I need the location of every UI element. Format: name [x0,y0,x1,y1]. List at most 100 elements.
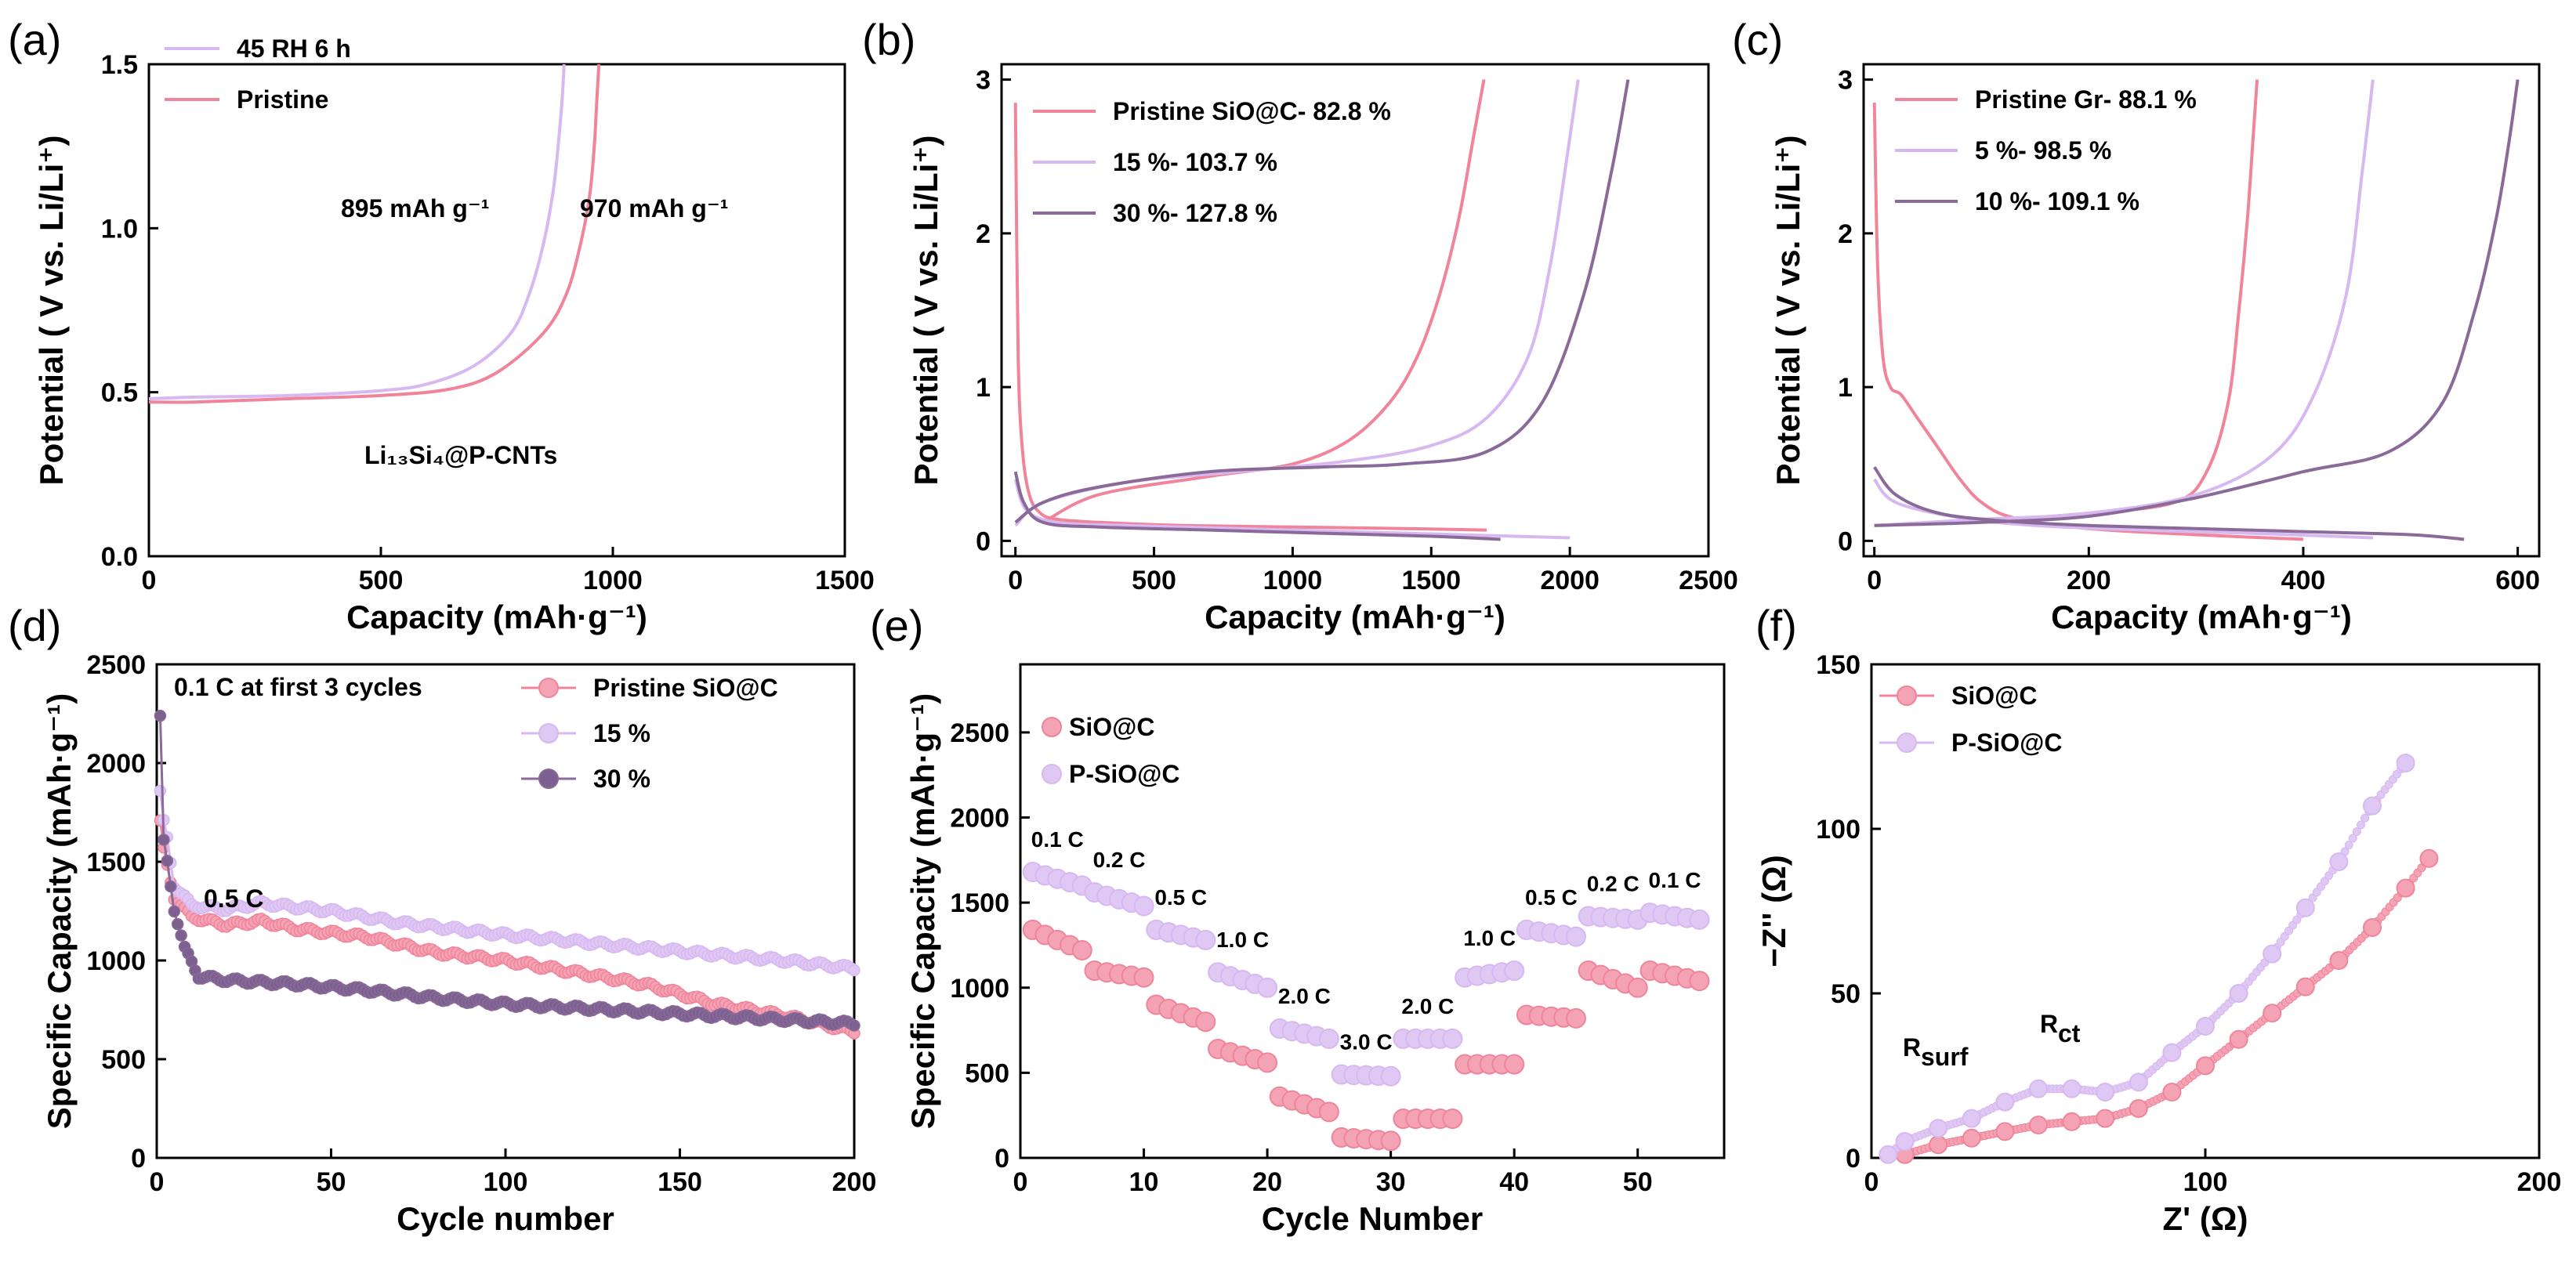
panel-label: (f) [1755,601,1797,650]
data-point [1627,977,1648,998]
x-tick-label: 1500 [1401,566,1461,595]
y-tick-label: 1500 [86,848,146,877]
annotation-text: 970 mAh g⁻¹ [580,194,728,222]
rate-label: 0.2 C [1093,848,1146,872]
data-point [1929,1135,1948,1155]
data-point [1962,1109,1981,1128]
data-point [2363,918,2382,937]
y-tick-label: 100 [1816,815,1860,845]
data-point [1995,1122,2015,1141]
plot-frame [147,63,846,558]
plot-frame [1862,63,2541,558]
data-point [848,964,860,977]
rate-label: 2.0 C [1401,994,1454,1018]
legend-label: Pristine [237,85,328,114]
panel-label: (e) [870,601,923,650]
y-tick-label: 1000 [950,974,1009,1004]
data-point [2329,951,2349,970]
rate-label: 1.0 C [1216,928,1269,952]
x-tick-label: 150 [658,1167,702,1197]
x-tick-label: 2500 [1679,566,1738,595]
data-point [2329,852,2349,871]
x-tick-label: 0 [142,566,157,595]
data-point [1929,1119,1948,1138]
x-axis-title: Cycle number [397,1200,614,1237]
y-axis-title: Potential ( V vs. Li/Li⁺) [908,136,944,486]
annotation-text: R [1903,1033,1921,1062]
data-point [1133,895,1154,917]
rate-label: 0.5 C [1525,885,1578,910]
data-point [161,854,174,867]
rate-label: 2.0 C [1278,984,1331,1008]
data-point [2096,1083,2115,1101]
x-tick-label: 2000 [1540,566,1600,595]
y-tick-label: 1 [976,373,991,403]
data-point [2196,1056,2215,1076]
y-axis-title: Specific Capacity (mAh·g⁻¹) [904,693,941,1130]
panel-label: (c) [1732,15,1783,64]
rate-label: 1.0 C [1463,926,1516,950]
panel-label: (d) [8,601,61,650]
y-tick-label: 0 [131,1144,146,1174]
x-tick-label: 200 [832,1167,877,1197]
legend-marker [538,769,559,789]
data-point-small [2352,827,2361,836]
x-tick-label: 500 [1132,566,1176,595]
legend-label: Pristine SiO@C- 82.8 % [1113,97,1391,125]
chart-panel-b: 0 500 1000 1500 2000 2500 0 1 2 3 Capacity (mAh·g⁻… [908,63,1738,635]
data-point [2096,1109,2115,1128]
legend-label: 15 % [593,719,650,747]
data-point [1879,1145,1898,1164]
y-tick-label: 1.5 [101,50,138,80]
y-tick-label: 1 [1838,373,1853,403]
data-point [158,834,170,846]
data-point [2295,898,2315,917]
data-point [171,917,184,931]
rate-label: 0.2 C [1587,872,1639,896]
y-axis-title: Specific Capacity (mAh·g⁻¹) [41,693,78,1130]
data-point [2229,1029,2248,1049]
data-point [154,784,167,798]
series-line [1873,478,2373,540]
legend-marker [1897,685,1917,706]
y-axis-title: Potential ( V vs. Li/Li⁺) [1770,136,1806,486]
data-point [1962,1128,1981,1148]
data-point [2419,848,2439,868]
data-point [2396,754,2415,772]
data-point [1318,1101,1339,1123]
data-point [1442,1028,1463,1049]
rate-label: 0.5 C [1154,885,1207,910]
data-point-small [2348,834,2357,843]
data-point [168,905,180,918]
legend-label: Pristine Gr- 88.1 % [1975,85,2197,114]
x-tick-label: 1000 [583,566,643,595]
series-line [1872,103,2304,541]
annotation-text: 895 mAh g⁻¹ [341,194,489,222]
series-line [1014,79,1630,524]
legend-label: SiO@C [1069,713,1154,741]
chart-panel-f: 0 100 200 0 50 100 150 Z' (Ω) −Z'' (Ω) SiO@C P-SiO… [1755,650,2561,1237]
x-tick-label: 200 [2517,1167,2562,1197]
data-point [1133,967,1154,988]
y-tick-label: 500 [101,1045,146,1075]
data-point [1071,939,1092,960]
x-tick-label: 1500 [815,566,875,595]
data-point [2229,984,2248,1003]
y-tick-label: 0 [995,1144,1009,1174]
y-tick-label: 2000 [950,804,1009,834]
annotation-text: 0.1 C at first 3 cycles [174,673,422,701]
y-tick-label: 2 [1838,219,1853,249]
legend-label: SiO@C [1951,682,2037,710]
data-point [1195,1011,1216,1033]
y-axis-title: Potential ( V vs. Li/Li⁺) [33,136,70,486]
data-point [2396,878,2415,898]
legend-label: P-SiO@C [1951,729,2062,757]
x-tick-label: 500 [359,566,404,595]
series-line [158,790,855,971]
data-point [1504,1054,1525,1075]
x-tick-label: 0 [1013,1167,1028,1197]
panel-label: (b) [862,15,915,64]
annotation-text: R [2040,1010,2058,1038]
y-tick-label: 2500 [86,650,146,680]
